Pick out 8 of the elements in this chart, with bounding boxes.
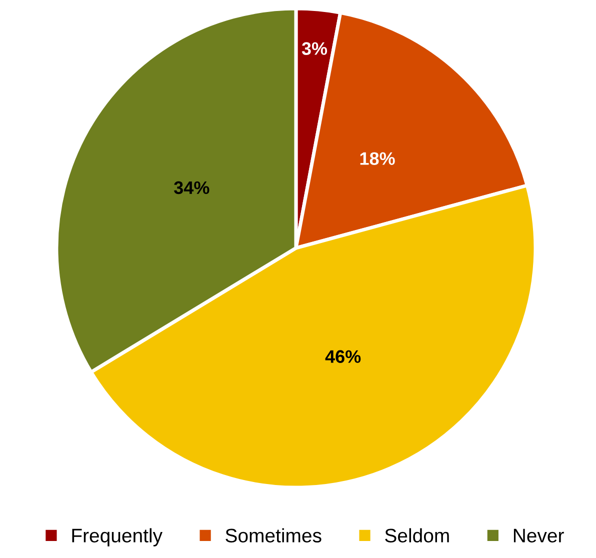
data-label: 34% [174,181,210,194]
data-label: 3% [302,42,328,55]
legend-label: Frequently [72,528,162,546]
legend-label: Seldom [385,528,449,542]
data-label: 46% [325,350,361,363]
legend-label: Never [514,528,564,542]
data-label: 18% [360,152,395,165]
legend-label: Sometimes [226,528,322,542]
